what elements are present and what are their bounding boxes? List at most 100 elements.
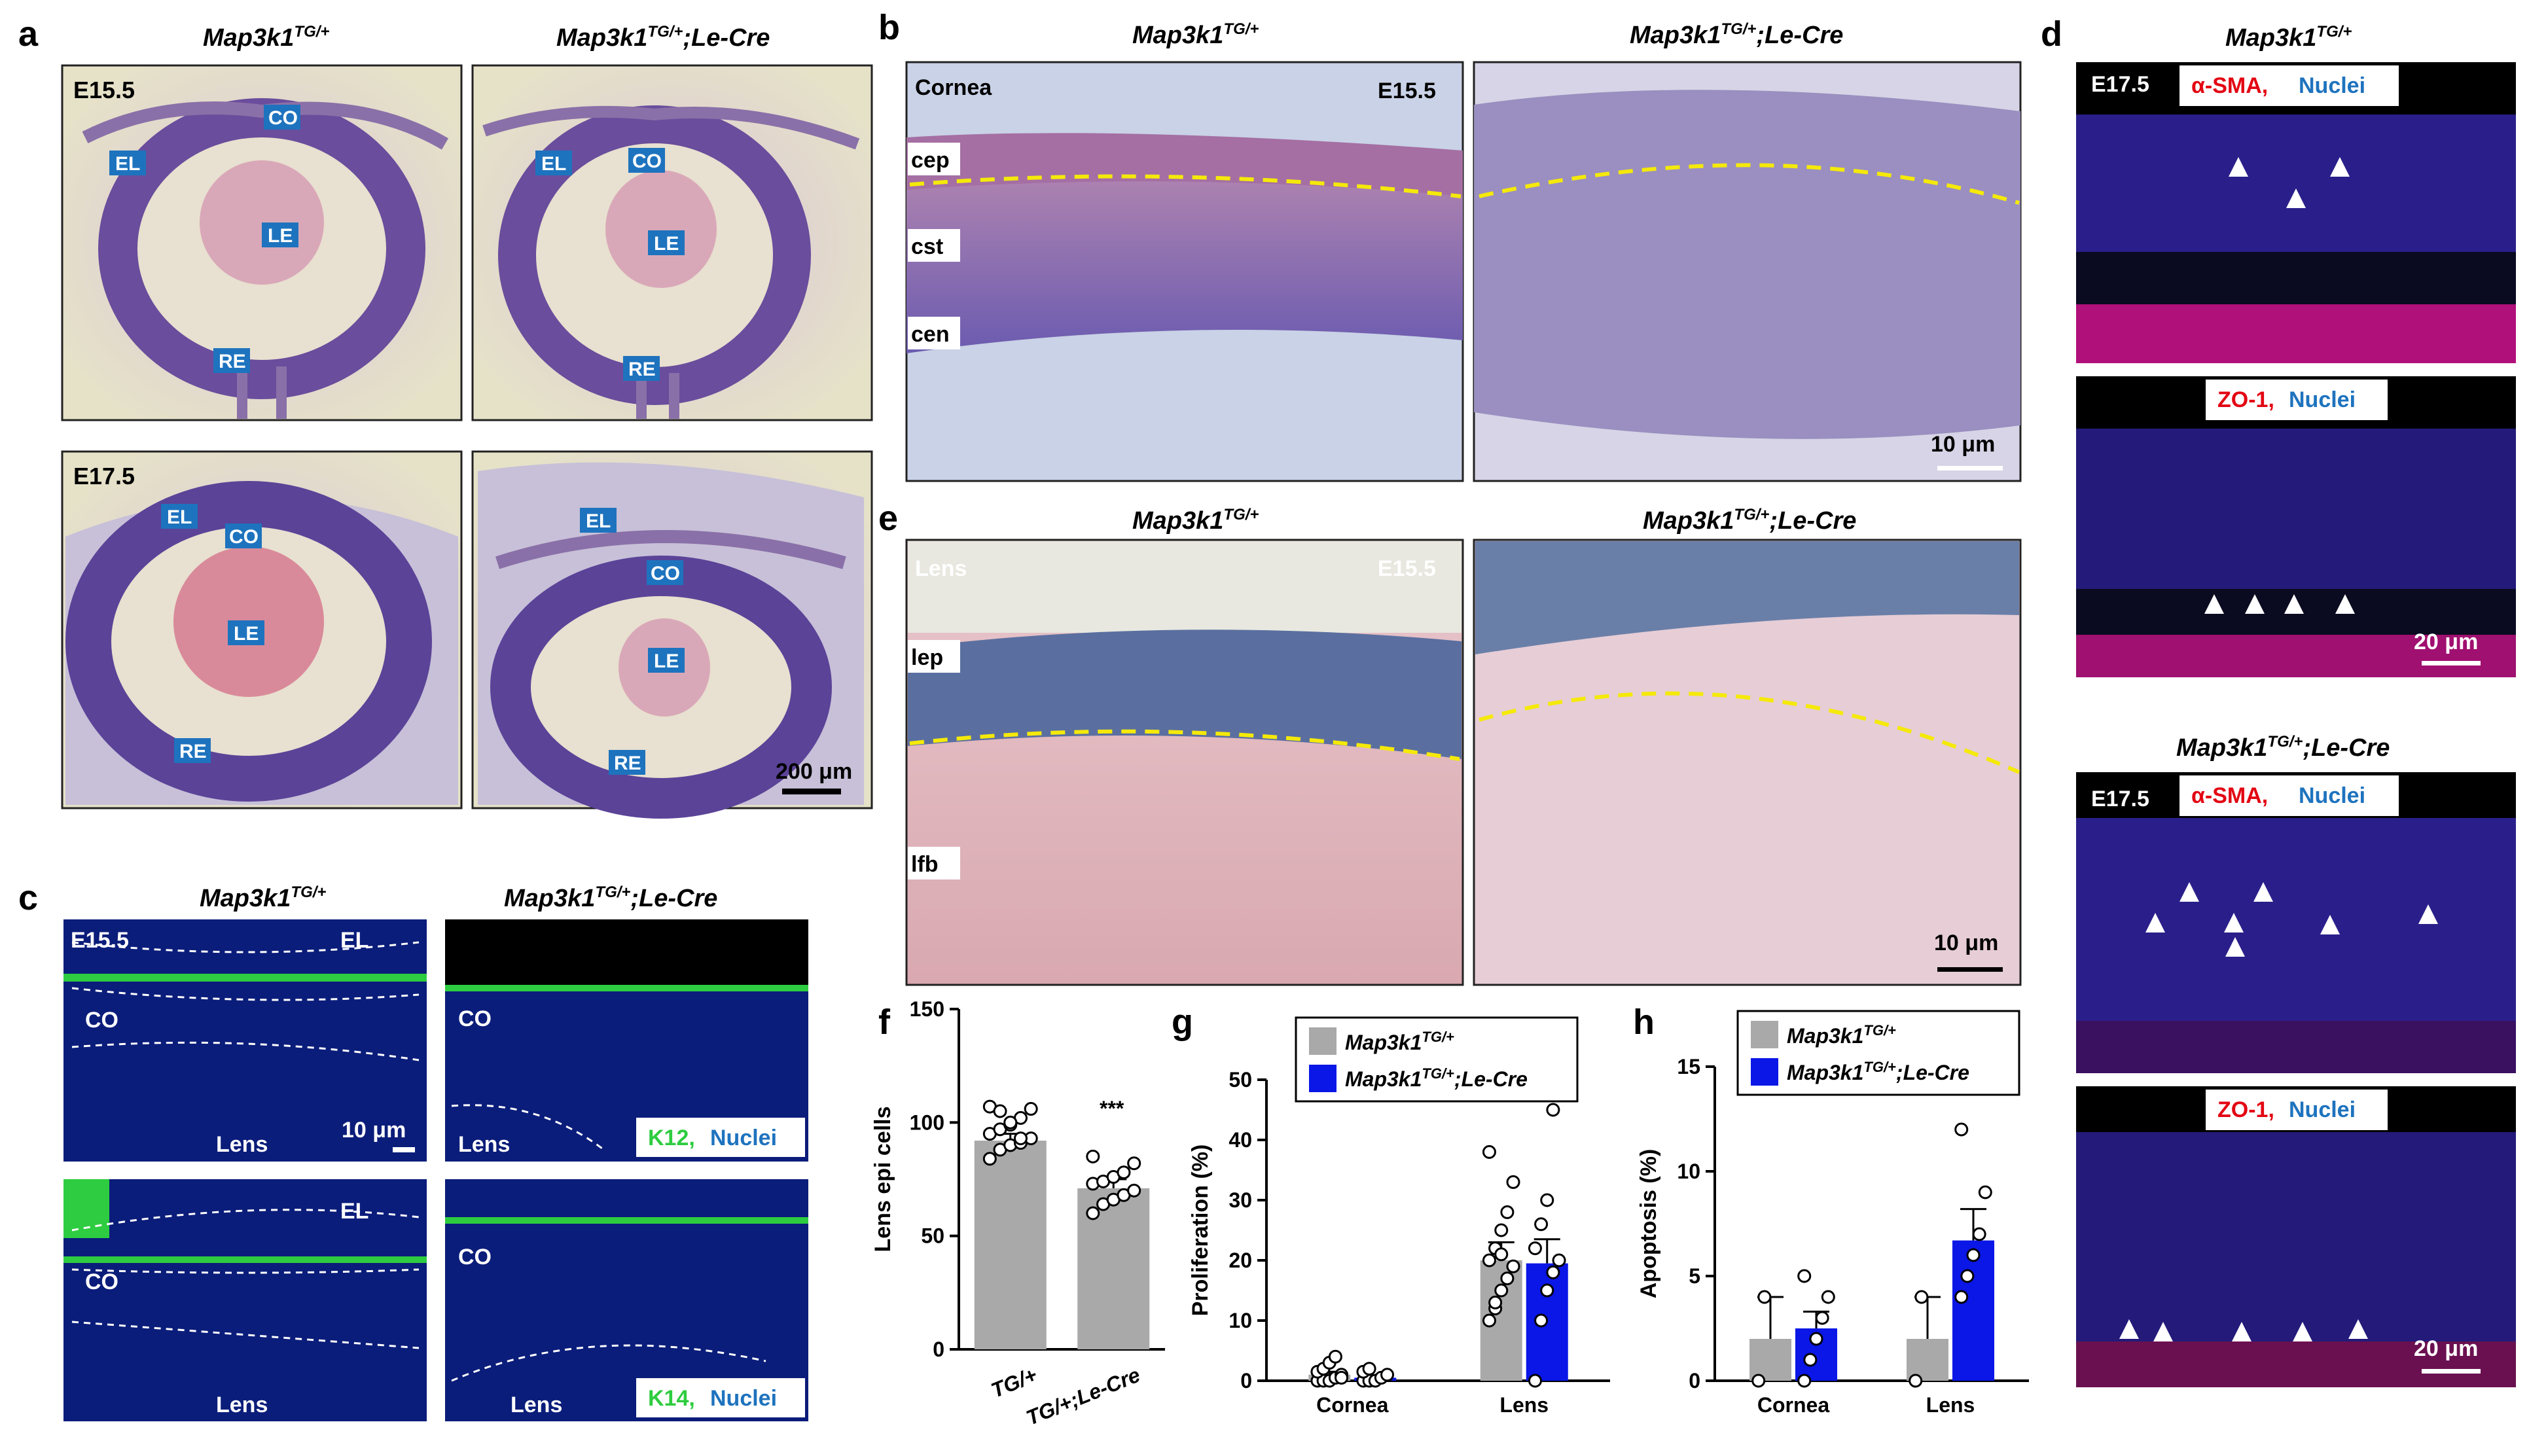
- panel-c-image-k14-wt: [63, 1179, 427, 1421]
- data-point: [1972, 1227, 1986, 1241]
- svg-text:CO: CO: [229, 526, 259, 548]
- svg-text:EL: EL: [586, 510, 611, 532]
- scale-bar: 20 μm: [2414, 630, 2481, 666]
- data-point: [1506, 1259, 1520, 1273]
- panel-d-stain-legend-zo: ZO-1, Nuclei: [2206, 380, 2388, 420]
- bar: [1907, 1339, 1948, 1381]
- data-point: [1540, 1283, 1554, 1298]
- data-point: [1482, 1313, 1496, 1328]
- legend-label-wt: Map3k1TG/+: [1345, 1029, 1454, 1054]
- panel-h: h 0 5 10 15 Apoptosis (%) Cornea Lens: [1633, 1003, 2029, 1417]
- panel-e-genotype-mut: Map3k1TG/+;Le-Cre: [1643, 506, 1856, 535]
- label-el: EL: [109, 151, 146, 175]
- panel-c-label-lens: Lens: [216, 1393, 268, 1417]
- significance-marker: ***: [1100, 1097, 1124, 1120]
- data-point: [1494, 1247, 1509, 1262]
- panel-b-boundary-line: [909, 174, 1462, 198]
- svg-text:RE: RE: [219, 351, 246, 372]
- panel-e-boundary-line-mut: [1479, 691, 2020, 774]
- svg-text:CO: CO: [268, 107, 298, 129]
- data-point: [1127, 1156, 1141, 1171]
- chart-g: 0 10 20 30 40 50 Proliferation (%) Cornea Lens: [1188, 1068, 1610, 1417]
- panel-b-layer-cep: cep: [911, 148, 950, 173]
- y-tick-label: 50: [921, 1224, 944, 1248]
- y-tick-label: 0: [1240, 1369, 1252, 1393]
- label-el: EL: [535, 151, 572, 175]
- panel-g-letter: g: [1172, 1003, 1193, 1042]
- panel-c-label-co: CO: [458, 1245, 492, 1270]
- label-re: RE: [174, 738, 211, 763]
- data-point: [1978, 1185, 1992, 1199]
- x-tick-label: Cornea: [1757, 1393, 1829, 1417]
- panel-a-stage-top: E15.5: [73, 77, 135, 103]
- panel-b-letter: b: [878, 8, 900, 47]
- svg-text:CO: CO: [651, 563, 680, 584]
- svg-text:EL: EL: [115, 153, 140, 175]
- data-point: [1797, 1374, 1812, 1388]
- svg-text:K14,: K14,: [648, 1386, 695, 1411]
- y-tick-label: 100: [910, 1110, 944, 1134]
- panel-e-genotype-wt: Map3k1TG/+: [1132, 506, 1259, 535]
- data-point: [1909, 1374, 1923, 1388]
- svg-text:EL: EL: [541, 153, 566, 175]
- y-axis-title: Apoptosis (%): [1636, 1149, 1661, 1299]
- data-point: [1534, 1313, 1549, 1328]
- data-point: [1797, 1269, 1812, 1283]
- data-point: [1127, 1183, 1141, 1198]
- panel-d-genotype-mut: Map3k1TG/+;Le-Cre: [2176, 733, 2390, 762]
- panel-e-layer-bg: [908, 847, 960, 879]
- data-point: [1335, 1370, 1349, 1385]
- panel-e-image-wt: [905, 539, 1464, 986]
- panel-c-label-lens: Lens: [216, 1132, 268, 1157]
- panel-e-layer-bg: [908, 640, 960, 673]
- panel-e-stage: E15.5: [1378, 556, 1436, 581]
- svg-text:20 μm: 20 μm: [2414, 1336, 2478, 1361]
- panel-b-layer-cst: cst: [911, 234, 943, 259]
- panel-c-label-el: EL: [340, 928, 368, 953]
- svg-text:Nuclei: Nuclei: [710, 1386, 777, 1411]
- data-point: [1803, 1353, 1818, 1367]
- data-point: [1534, 1217, 1549, 1232]
- panel-e-layer-lfb: lfb: [911, 852, 939, 877]
- data-point: [1506, 1175, 1520, 1189]
- panel-d-stain-legend-zo: ZO-1, Nuclei: [2206, 1090, 2388, 1130]
- panel-f: f 0 50 100 150 Lens epi cells TG/+TG/+;Le-Cre: [870, 997, 1165, 1430]
- label-le: LE: [648, 648, 685, 673]
- panel-b-layer-bg: [908, 143, 960, 175]
- panel-c-stain-legend-k14: K14, Nuclei: [636, 1378, 805, 1417]
- svg-text:RE: RE: [614, 753, 641, 774]
- panel-e: e Map3k1TG/+ Map3k1TG/+;Le-Cre Lens E15.…: [878, 499, 2022, 986]
- legend-label-wt: Map3k1TG/+: [1787, 1022, 1896, 1048]
- label-co: CO: [225, 524, 262, 548]
- panel-b-image-mut: [1473, 61, 2022, 482]
- svg-text:20 μm: 20 μm: [2414, 630, 2478, 654]
- panel-a-image-e175-mut: [471, 450, 873, 819]
- svg-text:10 μm: 10 μm: [342, 1118, 406, 1143]
- label-el: EL: [161, 504, 198, 529]
- svg-text:K12,: K12,: [648, 1126, 695, 1150]
- panel-d-stain-legend-sma: α-SMA, Nuclei: [2179, 775, 2399, 816]
- y-tick-label: 20: [1229, 1249, 1252, 1272]
- label-le: LE: [228, 620, 264, 645]
- label-co: CO: [647, 560, 683, 585]
- chart-h: 0 5 10 15 Apoptosis (%) Cornea Lens: [1636, 1055, 2029, 1417]
- legend-label-mut: Map3k1TG/+;Le-Cre: [1787, 1059, 1969, 1084]
- panel-d-stage: E17.5: [2091, 72, 2149, 97]
- data-point: [1914, 1290, 1929, 1304]
- data-point: [1380, 1368, 1395, 1382]
- bar: [1749, 1339, 1791, 1381]
- panel-a-letter: a: [18, 14, 39, 54]
- panel-c: c Map3k1TG/+ Map3k1TG/+;Le-Cre: [18, 878, 808, 1421]
- panel-c-label-co: CO: [85, 1008, 118, 1033]
- y-tick-label: 50: [1229, 1068, 1252, 1092]
- label-co: CO: [628, 148, 665, 173]
- panel-b-layer-cen: cen: [911, 322, 950, 347]
- label-re: RE: [623, 356, 660, 381]
- panel-c-genotype-wt: Map3k1TG/+: [200, 883, 326, 912]
- data-point: [1751, 1374, 1766, 1388]
- svg-text:Nuclei: Nuclei: [710, 1126, 777, 1150]
- svg-text:200 μm: 200 μm: [776, 759, 852, 784]
- label-co: CO: [264, 105, 300, 130]
- svg-text:Nuclei: Nuclei: [2299, 783, 2365, 808]
- panel-h-letter: h: [1633, 1003, 1655, 1042]
